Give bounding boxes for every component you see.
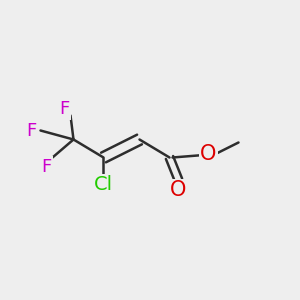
- Text: F: F: [41, 158, 52, 175]
- Text: F: F: [59, 100, 70, 118]
- Text: Cl: Cl: [94, 175, 113, 194]
- Text: O: O: [170, 181, 187, 200]
- Text: O: O: [200, 145, 217, 164]
- Text: F: F: [26, 122, 37, 140]
